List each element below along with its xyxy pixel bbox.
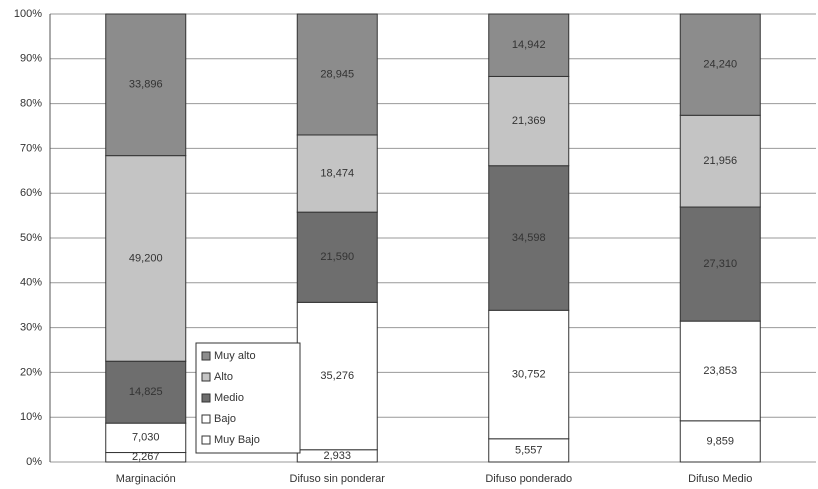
data-label: 23,853 — [703, 365, 737, 377]
data-label: 21,956 — [703, 155, 737, 167]
data-label: 9,859 — [706, 435, 734, 447]
legend-label: Bajo — [214, 413, 236, 425]
bar-segment — [488, 75, 570, 167]
bar-segment — [679, 206, 761, 322]
y-tick-label: 40% — [20, 277, 42, 289]
legend-label: Medio — [214, 392, 244, 404]
data-label: 33,896 — [129, 79, 163, 91]
y-tick-label: 50% — [20, 232, 42, 244]
data-label: 35,276 — [320, 370, 354, 382]
data-label: 49,200 — [129, 252, 163, 264]
y-tick-label: 30% — [20, 322, 42, 334]
data-label: 18,474 — [320, 167, 354, 179]
data-label: 21,369 — [512, 115, 546, 127]
legend-swatch — [201, 351, 211, 361]
bar-segment — [488, 309, 570, 440]
data-label: 5,557 — [515, 444, 543, 456]
y-tick-label: 10% — [20, 411, 42, 423]
bar-segment — [679, 320, 761, 422]
legend-swatch — [201, 372, 211, 382]
data-label: 14,942 — [512, 39, 546, 51]
data-label: 30,752 — [512, 368, 546, 380]
data-label: 2,933 — [323, 450, 351, 462]
data-label: 24,240 — [703, 59, 737, 71]
x-tick-label: Difuso ponderado — [485, 473, 572, 485]
data-label: 14,825 — [129, 386, 163, 398]
legend-swatch — [201, 435, 211, 445]
y-tick-label: 70% — [20, 142, 42, 154]
y-tick-label: 90% — [20, 53, 42, 65]
legend-label: Muy Bajo — [214, 434, 260, 446]
data-label: 2,267 — [132, 451, 160, 463]
data-label: 34,598 — [512, 232, 546, 244]
legend-swatch — [201, 414, 211, 424]
legend-label: Alto — [214, 371, 233, 383]
data-label: 27,310 — [703, 258, 737, 270]
x-tick-label: Marginación — [116, 473, 176, 485]
bar-segment — [105, 13, 187, 157]
bar-segment — [296, 134, 378, 213]
bar-segment — [488, 165, 570, 311]
legend-swatch — [201, 393, 211, 403]
bar-segment — [105, 422, 187, 454]
bar-segment — [105, 155, 187, 362]
y-tick-label: 80% — [20, 98, 42, 110]
bar-segment — [679, 114, 761, 208]
legend-label: Muy alto — [214, 350, 256, 362]
bar-segment — [488, 13, 570, 77]
y-tick-label: 100% — [14, 8, 42, 20]
y-tick-label: 60% — [20, 187, 42, 199]
y-tick-label: 0% — [26, 456, 42, 468]
data-label: 7,030 — [132, 432, 160, 444]
bar-segment — [296, 13, 378, 136]
x-tick-label: Difuso Medio — [688, 473, 752, 485]
data-label: 28,945 — [320, 68, 354, 80]
data-label: 21,590 — [320, 251, 354, 263]
legend-box — [195, 342, 301, 454]
x-tick-label: Difuso sin ponderar — [290, 473, 386, 485]
bar-segment — [296, 211, 378, 303]
bar-segment — [105, 360, 187, 424]
bar-segment — [679, 13, 761, 116]
bar-segment — [679, 420, 761, 463]
y-tick-label: 20% — [20, 366, 42, 378]
